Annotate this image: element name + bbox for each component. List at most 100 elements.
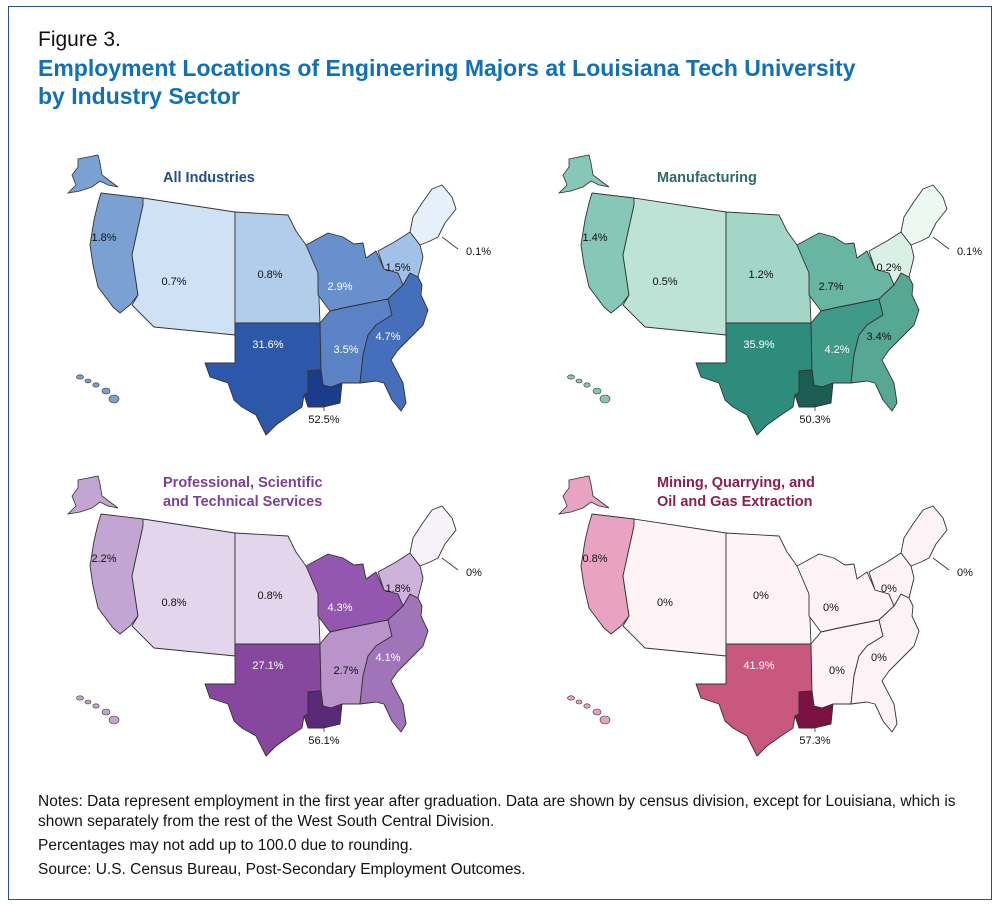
value-label-mid-atlantic: 0.2%	[876, 262, 901, 274]
value-label-wsc: 35.9%	[743, 339, 774, 351]
value-label-new-england: 0%	[466, 567, 482, 579]
hawaii-island	[108, 394, 120, 404]
region-south-atlantic	[850, 593, 920, 733]
hawaii-island	[108, 715, 120, 725]
hawaii-island	[101, 387, 111, 395]
hawaii-island	[583, 703, 591, 709]
hawaii-island	[84, 699, 92, 705]
value-label-mountain: 0.5%	[652, 276, 677, 288]
map-panel-3: 2.2% 0.8% 0.8% 4.3% 1.8% 0% 27.1% 2.7% 4.1% 56.1%	[66, 475, 482, 757]
hawaii-island	[575, 378, 583, 384]
value-label-esc: 4.2%	[824, 344, 849, 356]
value-label-south-atlantic: 0%	[871, 652, 887, 664]
alaska-region	[557, 475, 610, 515]
region-new-england	[900, 505, 948, 567]
alaska-region	[557, 154, 610, 194]
panel-title-line: Oil and Gas Extraction	[657, 494, 813, 510]
value-label-enc: 2.7%	[818, 281, 843, 293]
value-label-new-england: 0.1%	[466, 246, 491, 258]
map-panel-4: 0.8% 0% 0% 0% 0% 0% 41.9% 0% 0% 57.3%	[557, 475, 973, 757]
leader-line-new-england	[441, 236, 459, 250]
value-label-esc: 2.7%	[333, 665, 358, 677]
hawaii-island	[567, 374, 575, 380]
region-south-atlantic	[850, 272, 920, 412]
value-label-esc: 3.5%	[333, 344, 358, 356]
value-label-wnc: 0.8%	[257, 590, 282, 602]
value-label-new-england: 0.1%	[957, 246, 982, 258]
value-label-esc: 0%	[829, 665, 845, 677]
panel-title-line: Mining, Quarrying, and	[657, 475, 815, 491]
region-wnc	[234, 211, 321, 324]
panel-title-line: and Technical Services	[163, 494, 322, 510]
value-label-mountain: 0.7%	[161, 276, 186, 288]
figure-title-line-2: by Industry Sector	[38, 83, 240, 109]
panel-title-line: All Industries	[163, 170, 255, 186]
leader-line-new-england	[932, 557, 950, 571]
value-label-wnc: 0%	[753, 590, 769, 602]
figure-title-line-1: Employment Locations of Engineering Majo…	[38, 55, 856, 81]
region-new-england	[900, 184, 948, 246]
region-mountain	[131, 197, 236, 336]
region-mountain	[131, 518, 236, 657]
hawaii-island	[76, 695, 84, 701]
notes-line-3: Source: U.S. Census Bureau, Post-Seconda…	[38, 861, 526, 878]
region-wnc	[725, 532, 812, 645]
map-panel-2: 1.4% 0.5% 1.2% 2.7% 0.2% 0.1% 35.9% 4.2% 3.4% 50.…	[557, 154, 982, 436]
hawaii-island	[575, 699, 583, 705]
region-new-england	[409, 184, 457, 246]
value-label-south-atlantic: 3.4%	[866, 331, 891, 343]
hawaii-island	[592, 387, 602, 395]
notes-line-2: Percentages may not add up to 100.0 due …	[38, 837, 413, 854]
region-mid-atlantic	[377, 552, 424, 607]
hawaii-island	[567, 695, 575, 701]
region-mountain	[622, 518, 727, 657]
value-label-new-england: 0%	[957, 567, 973, 579]
region-louisiana	[303, 690, 343, 729]
region-mid-atlantic	[868, 552, 915, 607]
hawaii-island	[92, 703, 100, 709]
notes: Notes: Data represent employment in the …	[38, 792, 978, 884]
region-mid-atlantic	[377, 231, 424, 286]
region-louisiana	[794, 369, 834, 408]
figure-title: Employment Locations of Engineering Majo…	[38, 54, 958, 110]
hawaii-island	[583, 382, 591, 388]
value-label-louisiana: 50.3%	[799, 414, 830, 426]
value-label-louisiana: 52.5%	[308, 414, 339, 426]
value-label-pacific: 1.8%	[91, 232, 116, 244]
map-panel-1: 1.8% 0.7% 0.8% 2.9% 1.5% 0.1% 31.6% 3.5% 4.7% 52.…	[66, 154, 491, 436]
value-label-wnc: 1.2%	[748, 269, 773, 281]
value-label-pacific: 2.2%	[91, 553, 116, 565]
value-label-mid-atlantic: 0%	[881, 583, 897, 595]
hawaii-island	[84, 378, 92, 384]
value-label-louisiana: 57.3%	[799, 735, 830, 747]
value-label-enc: 4.3%	[327, 602, 352, 614]
value-label-south-atlantic: 4.1%	[375, 652, 400, 664]
value-label-wsc: 27.1%	[252, 660, 283, 672]
hawaii-island	[101, 708, 111, 716]
region-louisiana	[303, 369, 343, 408]
hawaii-island	[92, 382, 100, 388]
value-label-pacific: 0.8%	[582, 553, 607, 565]
value-label-mid-atlantic: 1.8%	[385, 583, 410, 595]
figure-label: Figure 3.	[38, 28, 121, 51]
value-label-wsc: 41.9%	[743, 660, 774, 672]
region-wnc	[725, 211, 812, 324]
alaska-region	[66, 154, 119, 194]
value-label-enc: 2.9%	[327, 281, 352, 293]
figure-frame	[8, 6, 992, 900]
value-label-south-atlantic: 4.7%	[375, 331, 400, 343]
leader-line-new-england	[441, 557, 459, 571]
value-label-mountain: 0%	[657, 597, 673, 609]
region-south-atlantic	[359, 593, 429, 733]
region-mid-atlantic	[868, 231, 915, 286]
hawaii-island	[599, 715, 611, 725]
value-label-enc: 0%	[823, 602, 839, 614]
region-new-england	[409, 505, 457, 567]
region-mountain	[622, 197, 727, 336]
value-label-wnc: 0.8%	[257, 269, 282, 281]
region-louisiana	[794, 690, 834, 729]
panel-title-line: Professional, Scientific	[163, 475, 323, 491]
value-label-wsc: 31.6%	[252, 339, 283, 351]
value-label-mid-atlantic: 1.5%	[385, 262, 410, 274]
